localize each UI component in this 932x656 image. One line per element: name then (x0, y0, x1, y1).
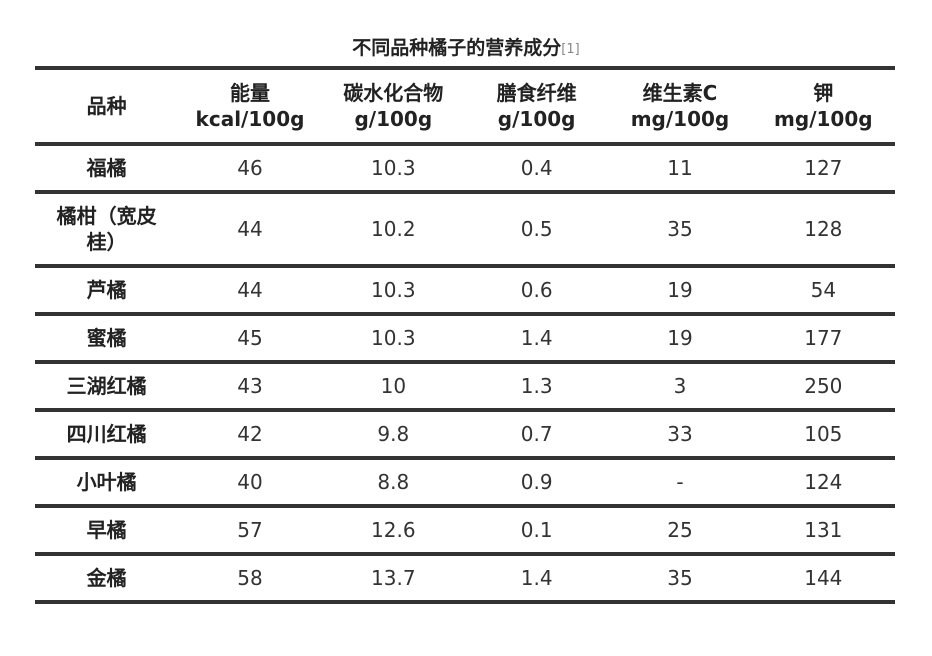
header-cell: 品种 (35, 68, 178, 144)
table-body: 福橘 46 10.3 0.4 11 127 橘柑（宽皮桂） 44 10.2 0.5 35 128 芦橘 4… (35, 144, 895, 602)
nutrition-table: 品种 能量 kcal/100g 碳水化合物 g/100g 膳食纤维 g/100g 维生素C mg… (35, 66, 895, 604)
value-cell: 12.6 (371, 518, 416, 542)
table-header: 品种 能量 kcal/100g 碳水化合物 g/100g 膳食纤维 g/100g 维生素C mg… (35, 68, 895, 144)
value-cell: 42 (237, 422, 263, 446)
variety-cell: 早橘 (86, 518, 127, 542)
value-cell: 19 (667, 278, 693, 302)
table-row: 金橘 58 13.7 1.4 35 144 (35, 554, 895, 602)
value-cell: 11 (667, 156, 693, 180)
variety-cell: 四川红橘 (66, 422, 147, 446)
value-cell: 1.3 (520, 374, 553, 398)
value-cell: 0.1 (520, 518, 553, 542)
value-cell: 131 (804, 518, 843, 542)
variety-cell: 芦橘 (86, 278, 127, 302)
reference[interactable]: [1] (561, 42, 580, 57)
value-cell: 9.8 (377, 422, 410, 446)
header-name: 碳水化合物 (343, 81, 444, 105)
value-cell: 10.3 (371, 156, 416, 180)
value-cell: 58 (237, 566, 263, 590)
header-unit: g/100g (497, 107, 576, 131)
value-cell: 1.4 (520, 566, 553, 590)
value-cell: 128 (804, 217, 843, 241)
header-cell: 碳水化合物 g/100g (322, 68, 465, 144)
header-name: 维生素C (642, 81, 718, 105)
header-cell: 钾 mg/100g (752, 68, 895, 144)
header-cell: 维生素C mg/100g (608, 68, 751, 144)
value-cell: 250 (804, 374, 843, 398)
header-name: 能量 (229, 81, 270, 105)
header-cell: 能量 kcal/100g (178, 68, 321, 144)
header-name: 钾 (813, 81, 834, 105)
value-cell: 177 (804, 326, 843, 350)
header-row: 品种 能量 kcal/100g 碳水化合物 g/100g 膳食纤维 g/100g 维生素C mg… (35, 68, 895, 144)
value-cell: 54 (810, 278, 837, 302)
table-row: 蜜橘 45 10.3 1.4 19 177 (35, 314, 895, 362)
value-cell: 105 (804, 422, 843, 446)
value-cell: 10.3 (371, 326, 416, 350)
header-name: 膳食纤维 (496, 81, 577, 105)
header-cell: 膳食纤维 g/100g (465, 68, 608, 144)
variety-cell: 橘柑（宽皮桂） (56, 204, 157, 254)
variety-cell: 三湖红橘 (66, 374, 147, 398)
variety-cell: 福橘 (86, 156, 127, 180)
value-cell: 10 (380, 374, 407, 398)
value-cell: 33 (667, 422, 693, 446)
table-row: 橘柑（宽皮桂） 44 10.2 0.5 35 128 (35, 192, 895, 266)
value-cell: 0.7 (520, 422, 553, 446)
value-cell: 43 (237, 374, 263, 398)
value-cell: 8.8 (377, 470, 410, 494)
table-row: 芦橘 44 10.3 0.6 19 54 (35, 266, 895, 314)
header-unit: kcal/100g (195, 107, 305, 131)
variety-cell: 金橘 (86, 566, 127, 590)
header-unit: mg/100g (630, 107, 730, 131)
value-cell: 25 (667, 518, 693, 542)
value-cell: 35 (667, 566, 693, 590)
value-cell: 13.7 (371, 566, 416, 590)
variety-cell: 蜜橘 (86, 326, 127, 350)
value-cell: 0.4 (520, 156, 553, 180)
value-cell: 19 (667, 326, 693, 350)
value-cell: 0.9 (520, 470, 553, 494)
table-row: 小叶橘 40 8.8 0.9 - 124 (35, 458, 895, 506)
caption-title: 不同品种橘子的营养成分 (352, 37, 562, 59)
variety-cell: 小叶橘 (76, 470, 137, 494)
value-cell: 0.6 (520, 278, 553, 302)
table-row: 三湖红橘 43 10 1.3 3 250 (35, 362, 895, 410)
table-row: 早橘 57 12.6 0.1 25 131 (35, 506, 895, 554)
header-name: 品种 (86, 94, 127, 118)
value-cell: 144 (804, 566, 843, 590)
value-cell: 44 (237, 278, 263, 302)
table-row: 福橘 46 10.3 0.4 11 127 (35, 144, 895, 192)
value-cell: 10.3 (371, 278, 416, 302)
value-cell: 127 (804, 156, 843, 180)
value-cell: 57 (237, 518, 263, 542)
value-cell: 10.2 (371, 217, 416, 241)
table-row: 四川红橘 42 9.8 0.7 33 105 (35, 410, 895, 458)
value-cell: 1.4 (520, 326, 553, 350)
value-cell: 45 (237, 326, 263, 350)
table-caption: 不同品种橘子的营养成分[1] (0, 33, 932, 60)
value-cell: 35 (667, 217, 693, 241)
header-unit: mg/100g (774, 107, 873, 131)
value-cell: 46 (237, 156, 263, 180)
header-unit: g/100g (354, 107, 433, 131)
value-cell: 40 (237, 470, 263, 494)
value-cell: 44 (237, 217, 263, 241)
value-cell: 3 (673, 374, 687, 398)
value-cell: 124 (804, 470, 843, 494)
value-cell: 0.5 (520, 217, 553, 241)
value-cell: - (676, 470, 684, 494)
